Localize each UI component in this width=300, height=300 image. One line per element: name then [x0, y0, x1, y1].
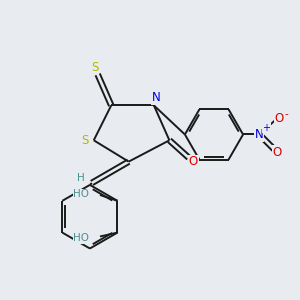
Text: O: O — [189, 155, 198, 168]
Text: HO: HO — [73, 233, 89, 243]
Text: +: + — [262, 122, 270, 133]
Text: -: - — [285, 109, 288, 119]
Text: O: O — [274, 112, 283, 125]
Text: N: N — [152, 91, 160, 104]
Text: H: H — [77, 173, 85, 183]
Text: N: N — [255, 128, 264, 141]
Text: S: S — [91, 61, 98, 74]
Text: S: S — [82, 134, 89, 147]
Text: HO: HO — [73, 189, 89, 199]
Text: O: O — [273, 146, 282, 159]
